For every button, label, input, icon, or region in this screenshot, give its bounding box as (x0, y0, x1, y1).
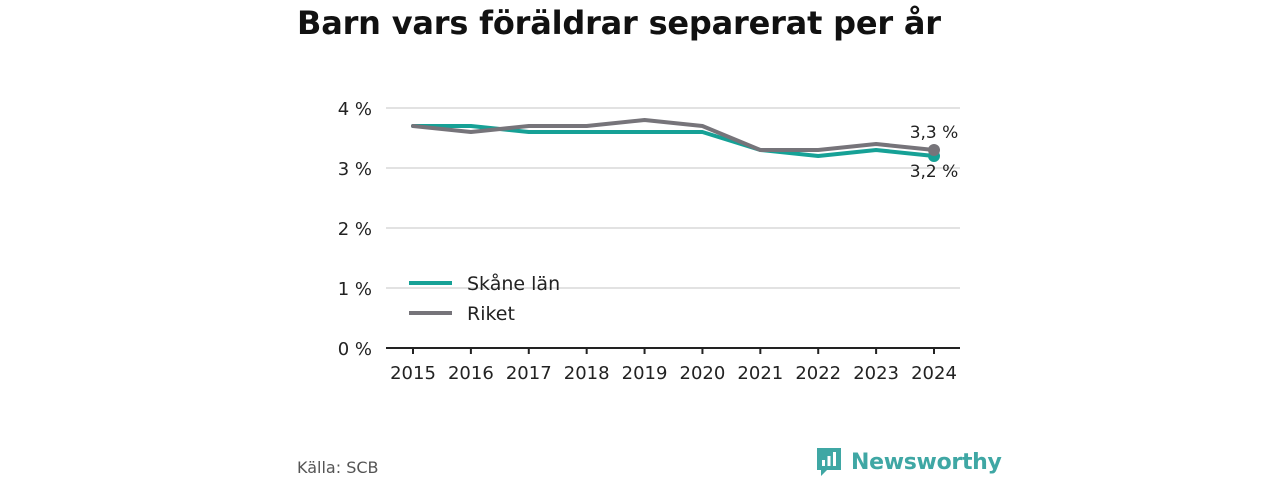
x-tick-label: 2020 (680, 363, 726, 384)
x-tick-label: 2019 (622, 363, 668, 384)
y-tick-label: 2 % (338, 219, 372, 240)
x-tick-label: 2016 (448, 363, 494, 384)
axis-layer: 0 % 1 % 2 % 3 % 4 % 2015 2016 2017 2018 2019 2020 2… (338, 99, 960, 384)
label-layer: 3,3 % 3,2 % (910, 123, 959, 182)
x-tick-label: 2017 (506, 363, 552, 384)
end-marker-riket (928, 144, 940, 156)
line-chart: 0 % 1 % 2 % 3 % 4 % 2015 2016 2017 2018 2019 2020 2… (338, 99, 960, 384)
brand-name: Newsworthy (851, 449, 1002, 475)
legend-item-skane: Skåne län (409, 272, 560, 295)
x-tick-label: 2023 (853, 363, 899, 384)
legend: Skåne län Riket (409, 272, 560, 325)
end-label-riket: 3,3 % (910, 123, 959, 143)
x-tick-label: 2015 (390, 363, 436, 384)
series-layer (411, 118, 936, 158)
brand-logo[interactable]: Newsworthy (815, 446, 1002, 478)
x-tick-label: 2018 (564, 363, 610, 384)
grid-layer (386, 107, 960, 289)
legend-label: Riket (467, 303, 515, 325)
legend-item-riket: Riket (409, 303, 515, 325)
series-line-riket (411, 118, 936, 152)
x-tick-label: 2024 (911, 363, 957, 384)
y-tick-label: 4 % (338, 99, 372, 120)
y-tick-label: 3 % (338, 159, 372, 180)
chart-title: Barn vars föräldrar separerat per år (297, 4, 941, 42)
y-tick-label: 1 % (338, 279, 372, 300)
x-tick-label: 2021 (737, 363, 783, 384)
source-note: Källa: SCB (297, 458, 379, 477)
end-label-skane: 3,2 % (910, 162, 959, 182)
y-tick-label: 0 % (338, 339, 372, 360)
x-tick-label: 2022 (795, 363, 841, 384)
newsworthy-logo-icon (817, 448, 841, 476)
legend-label: Skåne län (467, 272, 560, 295)
